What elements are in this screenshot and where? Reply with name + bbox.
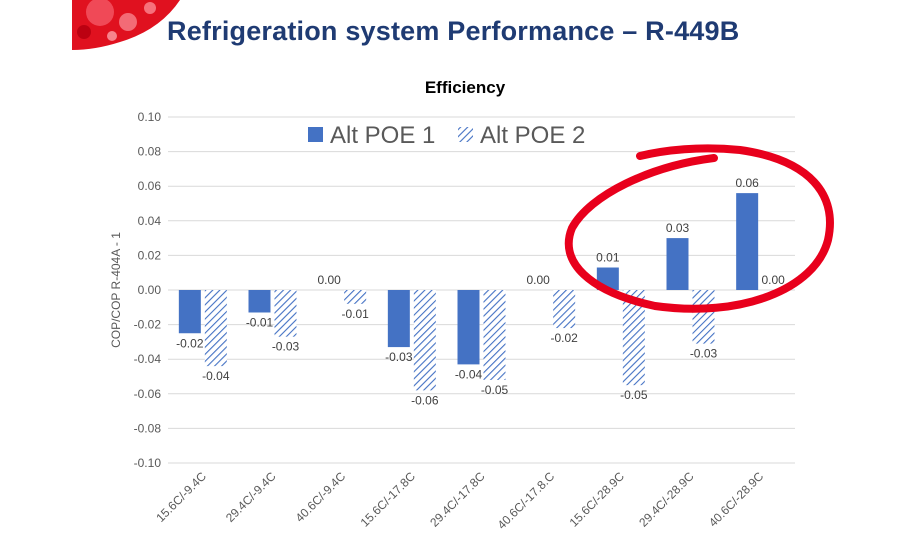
x-tick-label: 15.6C/-9.4C bbox=[153, 469, 209, 525]
bar bbox=[344, 290, 367, 304]
bar bbox=[692, 290, 715, 344]
data-label: 0.01 bbox=[596, 251, 620, 265]
data-label: -0.03 bbox=[690, 347, 718, 361]
legend: Alt POE 1 Alt POE 2 bbox=[308, 122, 585, 149]
x-tick-label: 40.6C/-17.8.C bbox=[495, 469, 558, 532]
legend-label: Alt POE 2 bbox=[480, 122, 585, 149]
data-label: 0.00 bbox=[317, 273, 341, 287]
legend-swatch bbox=[308, 127, 323, 142]
data-label: -0.02 bbox=[550, 331, 578, 345]
bar bbox=[553, 290, 576, 329]
data-label: -0.02 bbox=[176, 336, 204, 350]
x-tick-label: 15.6C/-17.8C bbox=[358, 469, 419, 530]
data-label: 0.03 bbox=[666, 221, 690, 235]
data-labels: -0.02 -0.04 -0.01 -0.03 0.00 -0.01 -0.03 -0.06 -… bbox=[176, 176, 785, 407]
bar bbox=[178, 290, 201, 334]
data-label: -0.05 bbox=[620, 388, 648, 402]
data-label: -0.03 bbox=[385, 350, 413, 364]
slide-title: Refrigeration system Performance – R-449… bbox=[167, 16, 740, 46]
data-label: 0.06 bbox=[735, 176, 759, 190]
bar bbox=[457, 290, 480, 365]
legend-swatch bbox=[458, 127, 473, 142]
bubble bbox=[119, 13, 137, 31]
data-label: -0.04 bbox=[455, 367, 483, 381]
gridlines bbox=[168, 116, 795, 464]
y-tick-label: -0.02 bbox=[134, 318, 162, 332]
bubble bbox=[77, 25, 91, 39]
y-tick-label: 0.04 bbox=[138, 214, 162, 228]
x-tick-label: 29.4C/-9.4C bbox=[223, 469, 279, 525]
bar bbox=[736, 193, 759, 290]
bubble bbox=[107, 31, 117, 41]
x-tick-label: 29.4C/-17.8C bbox=[427, 469, 488, 530]
data-label: -0.06 bbox=[411, 393, 439, 407]
x-tick-label: 40.6C/-28.9C bbox=[706, 469, 767, 530]
y-tick-label: 0.08 bbox=[138, 145, 162, 159]
bar bbox=[413, 290, 436, 391]
decorative-bubbles-image bbox=[72, 0, 180, 50]
y-axis-label: COP/COP R-404A - 1 bbox=[109, 232, 123, 348]
data-label: -0.03 bbox=[272, 340, 300, 354]
data-label: 0.00 bbox=[761, 273, 785, 287]
bar bbox=[666, 238, 689, 290]
bubble bbox=[86, 0, 114, 26]
y-tick-label: -0.10 bbox=[134, 456, 162, 470]
data-label: -0.04 bbox=[202, 369, 230, 383]
bar bbox=[248, 290, 271, 313]
chart-title: Efficiency bbox=[425, 78, 506, 97]
data-label: -0.05 bbox=[481, 383, 509, 397]
y-tick-label: 0.00 bbox=[138, 283, 162, 297]
data-label: 0.00 bbox=[526, 273, 550, 287]
data-label: -0.01 bbox=[246, 315, 274, 329]
x-tick-label: 15.6C/-28.9C bbox=[567, 469, 628, 530]
x-tick-label: 40.6C/-9.4C bbox=[293, 469, 349, 525]
highlight-ellipse-annotation bbox=[564, 144, 834, 313]
y-axis-ticks: -0.10 -0.08 -0.06 -0.04 -0.02 0.00 0.02 0.04 0.0… bbox=[134, 110, 162, 470]
y-tick-label: -0.06 bbox=[134, 387, 162, 401]
bubble bbox=[144, 2, 156, 14]
bars bbox=[178, 193, 759, 391]
y-tick-label: -0.04 bbox=[134, 352, 162, 366]
y-tick-label: -0.08 bbox=[134, 421, 162, 435]
bar bbox=[274, 290, 297, 337]
y-tick-label: 0.10 bbox=[138, 110, 162, 124]
data-label: -0.01 bbox=[341, 307, 369, 321]
y-tick-label: 0.02 bbox=[138, 248, 162, 262]
x-tick-label: 29.4C/-28.9C bbox=[636, 469, 697, 530]
legend-label: Alt POE 1 bbox=[330, 122, 435, 149]
bar bbox=[483, 290, 506, 380]
bar bbox=[204, 290, 227, 367]
bar bbox=[387, 290, 410, 348]
x-axis-ticks: 15.6C/-9.4C 29.4C/-9.4C 40.6C/-9.4C 15.6C/-… bbox=[153, 469, 766, 532]
bar bbox=[622, 290, 645, 386]
y-tick-label: 0.06 bbox=[138, 179, 162, 193]
